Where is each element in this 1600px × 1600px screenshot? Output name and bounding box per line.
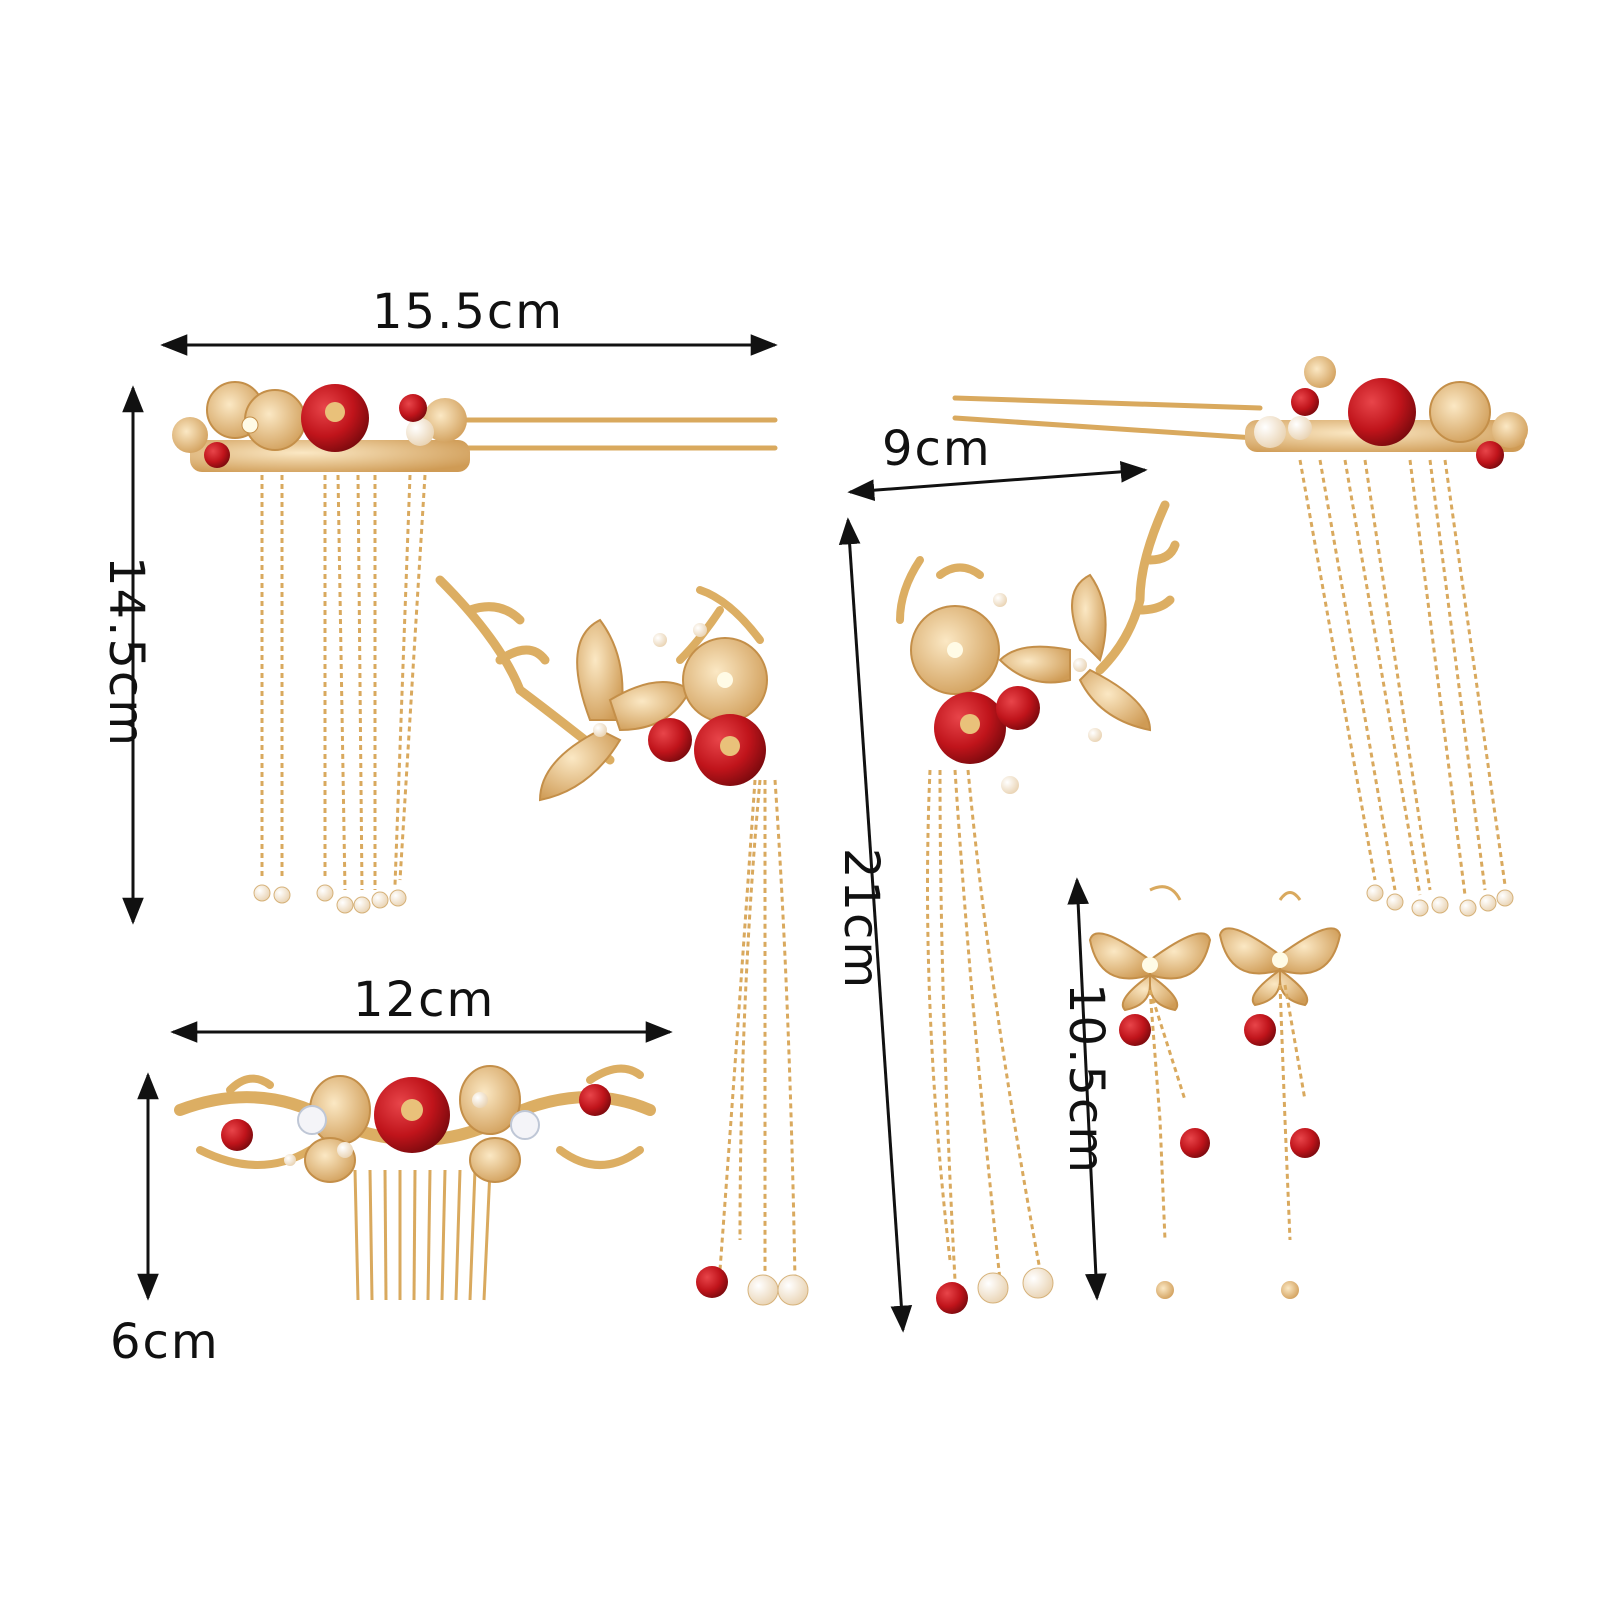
tassel-hairpin-right xyxy=(952,356,1528,917)
red-bead xyxy=(579,1084,611,1116)
hairpin-height-label: 14.5cm xyxy=(98,555,155,749)
pearl xyxy=(777,1274,809,1306)
comb-teeth xyxy=(353,1169,492,1301)
branch xyxy=(896,556,984,624)
hairpin-width-label: 15.5cm xyxy=(372,284,565,340)
hair-comb xyxy=(174,1064,656,1301)
red-bead xyxy=(648,718,692,762)
butterfly-wing xyxy=(1078,668,1152,732)
butterfly-wing xyxy=(1149,932,1212,980)
comb-height-label: 6cm xyxy=(110,1314,220,1370)
tassel-chains xyxy=(1298,459,1507,896)
earring-left xyxy=(1088,885,1212,1299)
branch-height-arrow xyxy=(838,517,913,1333)
butterfly-wing xyxy=(1279,927,1342,975)
red-bead xyxy=(1291,388,1319,416)
gold-bead xyxy=(1156,1281,1174,1299)
tassel-chains xyxy=(926,769,1042,1281)
red-bead xyxy=(996,686,1040,730)
butterfly-wing xyxy=(1071,573,1107,662)
butterfly-earrings xyxy=(1088,885,1342,1299)
red-bead xyxy=(399,394,427,422)
branch-width-label: 9cm xyxy=(882,421,992,477)
branch xyxy=(1095,500,1180,675)
branch-height-label: 21cm xyxy=(833,847,890,991)
earring-right xyxy=(1218,891,1342,1299)
hairpin-flowers xyxy=(172,381,467,453)
gold-bead xyxy=(1281,1281,1299,1299)
hairpin-prongs xyxy=(457,417,778,451)
red-bead xyxy=(1244,1014,1276,1046)
pearl xyxy=(977,1272,1009,1304)
rhinestone xyxy=(297,1105,327,1135)
comb-width-label: 12cm xyxy=(353,972,496,1028)
butterfly-branch-hairpin-right xyxy=(896,500,1180,1314)
butterfly-wing xyxy=(538,728,622,802)
butterfly-wing xyxy=(1088,932,1151,980)
red-bead-main xyxy=(1348,378,1416,446)
branch-width-arrow xyxy=(847,461,1148,501)
branch xyxy=(435,575,615,765)
pearl xyxy=(1022,1267,1054,1299)
pearl xyxy=(747,1274,779,1306)
red-bead xyxy=(1180,1128,1210,1158)
tassel-chains xyxy=(718,779,797,1281)
red-bead xyxy=(1290,1128,1320,1158)
rhinestone xyxy=(510,1110,540,1140)
dimension-arrows xyxy=(122,334,1148,1333)
red-bead xyxy=(696,1266,728,1298)
tassel-pearls xyxy=(1366,884,1514,917)
butterfly-branch-hairpin-left xyxy=(435,575,809,1306)
tassel-hairpin-left xyxy=(172,381,778,914)
red-bead xyxy=(204,442,230,468)
tassel-pearls xyxy=(253,884,407,914)
tassel-chains xyxy=(260,474,427,891)
red-bead xyxy=(1119,1014,1151,1046)
butterfly-wing xyxy=(1218,927,1281,975)
red-bead xyxy=(936,1282,968,1314)
hairpin-flowers xyxy=(1254,356,1528,448)
red-bead xyxy=(221,1119,253,1151)
red-bead xyxy=(1476,441,1504,469)
earring-height-label: 10.5cm xyxy=(1058,982,1115,1176)
branch xyxy=(676,586,764,664)
earring-height-arrow xyxy=(1067,877,1107,1301)
hairpin-prongs xyxy=(952,395,1263,441)
